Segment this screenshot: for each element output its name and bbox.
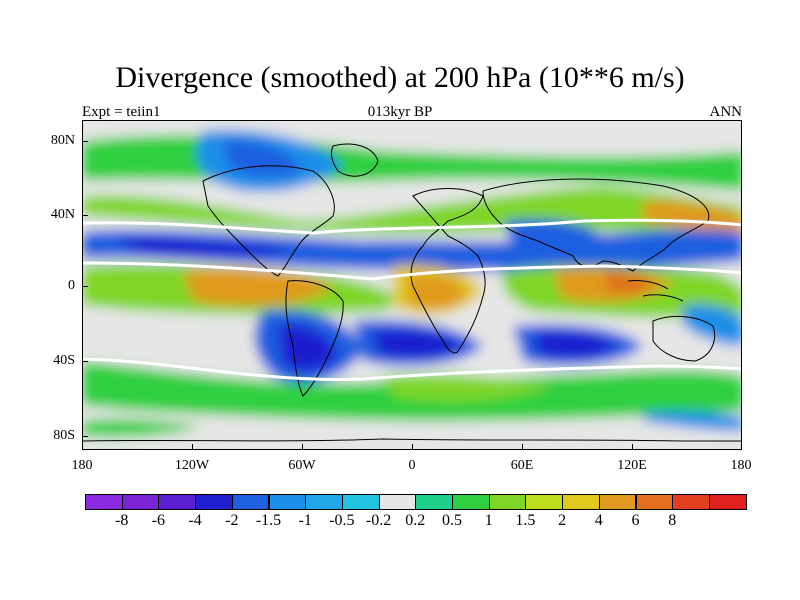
colorbar-box (195, 494, 233, 510)
colorbar-label: 0.5 (442, 512, 462, 529)
colorbar-label: -1 (298, 512, 312, 529)
colorbar-label: -0.2 (365, 512, 392, 529)
divergence-map (82, 120, 742, 450)
colorbar-label: 8 (668, 512, 677, 529)
lat-label-80n: 80N (50, 133, 75, 148)
lat-tick (82, 436, 88, 437)
colorbar-label: 1 (484, 512, 493, 529)
colorbar-label: -8 (115, 512, 129, 529)
colorbar-label: 6 (631, 512, 640, 529)
plot-title: Divergence (smoothed) at 200 hPa (10**6 … (115, 61, 685, 94)
lon-label-60e: 60E (510, 458, 534, 473)
lon-tick (412, 444, 413, 450)
colorbar-box (305, 494, 343, 510)
lon-tick (522, 444, 523, 450)
experiment-label: Expt = teiin1 (82, 104, 161, 120)
colorbar-label: 2 (558, 512, 567, 529)
colorbar-label: -6 (151, 512, 166, 529)
lon-label-0: 0 (408, 458, 416, 473)
lon-label-180e: 180 (730, 458, 752, 473)
lon-tick (302, 444, 303, 450)
colorbar-label: 1.5 (515, 512, 536, 529)
lon-tick (192, 444, 193, 450)
colorbar-box (672, 494, 710, 510)
lon-label-60w: 60W (288, 458, 316, 473)
lat-label-40s: 40S (53, 353, 75, 368)
lat-label-40n: 40N (50, 207, 75, 222)
colorbar-box (268, 494, 307, 510)
lon-tick (632, 444, 633, 450)
map-svg (83, 121, 741, 449)
colorbar-box (452, 494, 490, 510)
colorbar-box (341, 494, 380, 510)
lat-tick (82, 141, 88, 142)
colorbar-label: 0.2 (405, 512, 426, 529)
colorbar-label: -1.5 (255, 512, 282, 529)
colorbar-box (525, 494, 564, 510)
colorbar-box (488, 494, 527, 510)
lat-tick (82, 361, 88, 362)
period-label: 013kyr BP (367, 104, 433, 120)
lon-label-120w: 120W (174, 458, 210, 473)
lon-label-180w: 180 (71, 458, 93, 473)
season-label: ANN (709, 104, 743, 120)
lat-tick (82, 215, 88, 216)
colorbar-box (708, 494, 747, 510)
colorbar-label: 4 (594, 512, 603, 529)
colorbar-box (415, 494, 453, 510)
colorbar-box (378, 494, 417, 510)
lat-label-equator: 0 (68, 278, 75, 293)
lat-tick (82, 286, 88, 287)
colorbar-label: -2 (225, 512, 239, 529)
colorbar-label: -0.5 (329, 512, 355, 529)
colorbar-box (231, 494, 270, 510)
lon-label-120e: 120E (617, 458, 647, 473)
colorbar-box (562, 494, 600, 510)
colorbar (85, 494, 747, 510)
zero-contours (83, 218, 741, 381)
colorbar-box (598, 494, 637, 510)
colorbar-box (158, 494, 197, 510)
lat-label-80s: 80S (53, 428, 75, 443)
colorbar-box (635, 494, 674, 510)
colorbar-box (85, 494, 123, 510)
colorbar-label: -4 (188, 512, 202, 529)
colorbar-box (121, 494, 160, 510)
